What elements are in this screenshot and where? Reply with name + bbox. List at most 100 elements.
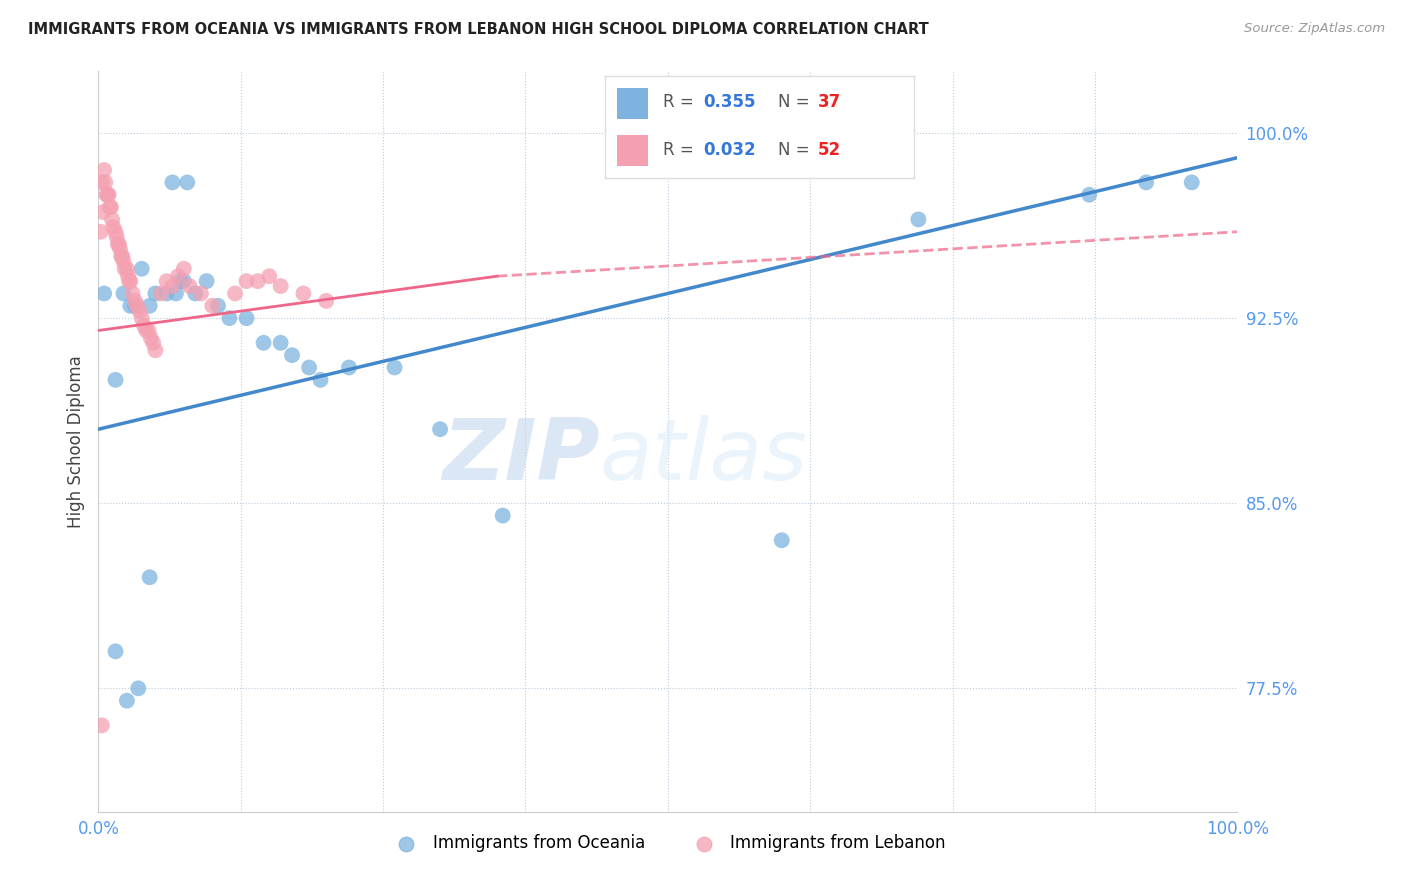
Text: 0.355: 0.355	[703, 94, 756, 112]
Point	[218, 311, 240, 326]
Point	[259, 269, 281, 284]
Point	[131, 261, 153, 276]
Point	[124, 293, 146, 308]
Text: IMMIGRANTS FROM OCEANIA VS IMMIGRANTS FROM LEBANON HIGH SCHOOL DIPLOMA CORRELATI: IMMIGRANTS FROM OCEANIA VS IMMIGRANTS FR…	[28, 22, 929, 37]
Point	[118, 274, 141, 288]
Y-axis label: High School Diploma: High School Diploma	[66, 355, 84, 528]
Point	[315, 293, 337, 308]
Point	[252, 335, 274, 350]
Point	[104, 225, 127, 239]
Text: ZIP: ZIP	[441, 415, 599, 498]
Point	[167, 269, 190, 284]
Point	[104, 373, 127, 387]
Point	[429, 422, 451, 436]
Point	[139, 331, 162, 345]
Point	[93, 163, 115, 178]
Point	[97, 187, 120, 202]
Point	[128, 303, 150, 318]
Text: N =: N =	[778, 94, 814, 112]
Point	[156, 274, 179, 288]
Text: 0.032: 0.032	[703, 141, 756, 159]
Point	[117, 269, 139, 284]
Point	[110, 249, 132, 263]
Point	[770, 533, 793, 548]
Point	[90, 225, 112, 239]
Point	[101, 212, 124, 227]
Point	[131, 311, 153, 326]
Point	[201, 299, 224, 313]
Point	[224, 286, 246, 301]
Point	[176, 175, 198, 189]
Point	[112, 254, 135, 268]
Text: R =: R =	[664, 94, 699, 112]
Point	[115, 693, 138, 707]
Text: atlas: atlas	[599, 415, 807, 498]
Point	[150, 286, 173, 301]
Point	[138, 299, 160, 313]
Point	[115, 261, 138, 276]
Point	[91, 205, 114, 219]
Point	[162, 175, 184, 189]
Point	[173, 274, 195, 288]
Point	[1181, 175, 1204, 189]
FancyBboxPatch shape	[617, 136, 648, 166]
Point	[107, 237, 129, 252]
Point	[190, 286, 212, 301]
Text: N =: N =	[778, 141, 814, 159]
Point	[165, 286, 187, 301]
Point	[121, 286, 143, 301]
Point	[1135, 175, 1157, 189]
Point	[138, 570, 160, 584]
Point	[337, 360, 360, 375]
Point	[492, 508, 515, 523]
Point	[235, 311, 257, 326]
Point	[384, 360, 406, 375]
FancyBboxPatch shape	[617, 88, 648, 119]
Point	[145, 343, 167, 358]
Point	[298, 360, 321, 375]
Legend: Immigrants from Oceania, Immigrants from Lebanon: Immigrants from Oceania, Immigrants from…	[384, 828, 952, 859]
Point	[124, 299, 146, 313]
Point	[179, 279, 201, 293]
Point	[127, 681, 149, 696]
Point	[162, 279, 184, 293]
Point	[127, 299, 149, 313]
Text: 37: 37	[818, 94, 841, 112]
Point	[246, 274, 269, 288]
Point	[112, 286, 135, 301]
Point	[142, 335, 165, 350]
Point	[100, 200, 122, 214]
Point	[111, 249, 134, 263]
Point	[90, 718, 112, 732]
Point	[120, 299, 142, 313]
Point	[292, 286, 315, 301]
Point	[96, 187, 118, 202]
Point	[270, 279, 292, 293]
Point	[195, 274, 218, 288]
Point	[114, 261, 136, 276]
Point	[90, 175, 112, 189]
Point	[145, 286, 167, 301]
Point	[93, 286, 115, 301]
Point	[108, 237, 131, 252]
Point	[169, 274, 191, 288]
Point	[235, 274, 257, 288]
Point	[120, 274, 142, 288]
Point	[309, 373, 332, 387]
Point	[270, 335, 292, 350]
Point	[96, 187, 118, 202]
Point	[104, 644, 127, 658]
Point	[135, 323, 157, 337]
Point	[98, 200, 121, 214]
Point	[105, 229, 128, 244]
Point	[207, 299, 229, 313]
Point	[1078, 187, 1101, 202]
Point	[184, 286, 207, 301]
Text: Source: ZipAtlas.com: Source: ZipAtlas.com	[1244, 22, 1385, 36]
Point	[138, 323, 160, 337]
Point	[132, 318, 155, 333]
Text: R =: R =	[664, 141, 699, 159]
Point	[156, 286, 179, 301]
Point	[103, 219, 125, 234]
Text: 52: 52	[818, 141, 841, 159]
